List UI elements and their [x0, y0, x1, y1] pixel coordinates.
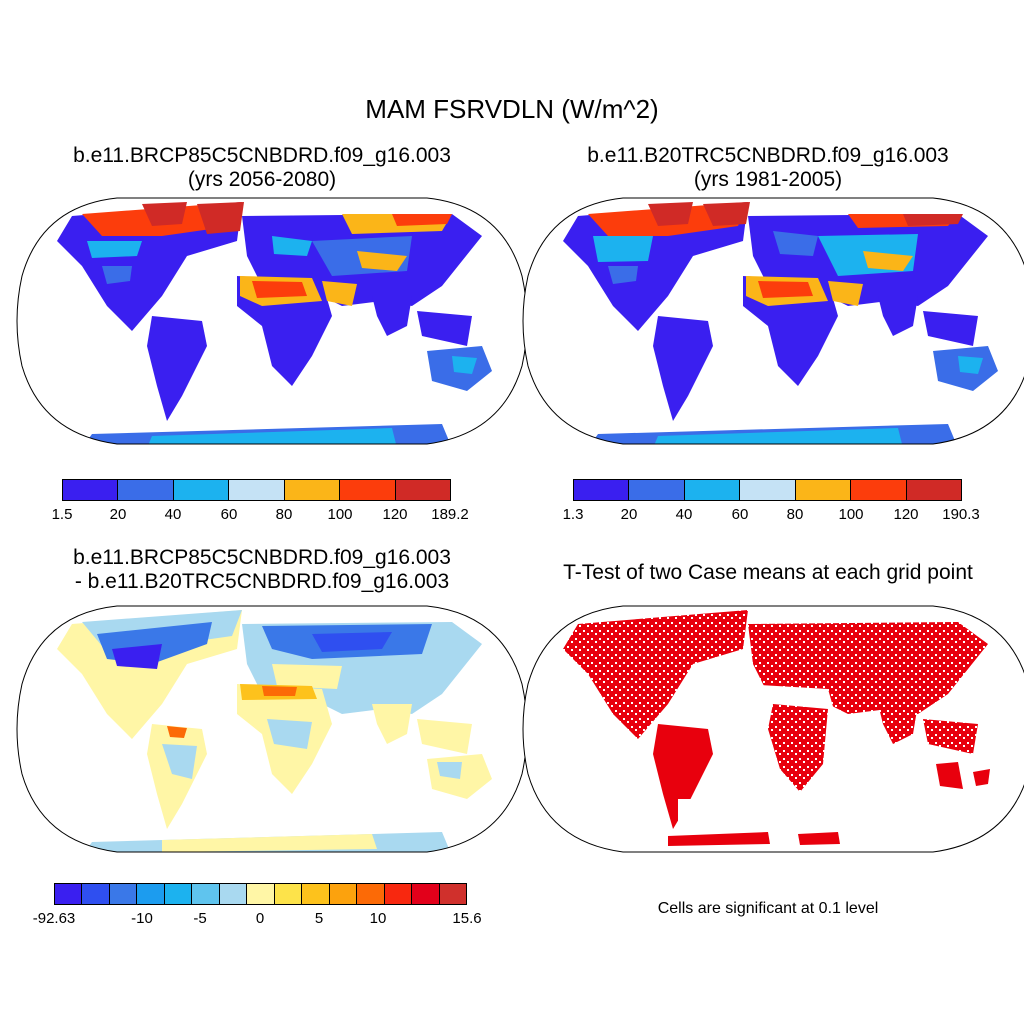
colorbar-swatch: [629, 480, 685, 500]
panel-title-line1: b.e11.B20TRC5CNBDRD.f09_g16.003: [587, 144, 949, 167]
colorbar-tick: 120: [893, 506, 919, 523]
colorbar-swatch: [302, 884, 330, 904]
colorbar-tick: 5: [314, 910, 324, 927]
colorbar-tick: 1.3: [562, 506, 584, 523]
colorbar-tick: 40: [675, 506, 693, 523]
colorbar-swatch: [109, 884, 138, 904]
colorbar-swatch: [851, 480, 907, 500]
colorbar-tick: -92.63: [32, 910, 76, 927]
colorbar-tick: 0: [255, 910, 265, 927]
colorbar-swatch: [384, 884, 413, 904]
figure-title: MAM FSRVDLN (W/m^2): [365, 94, 659, 124]
colorbar-tick: 190.3: [942, 506, 980, 523]
colorbar-tick: 100: [838, 506, 864, 523]
colorbar-bottom-left: [54, 883, 467, 905]
colorbar-tick: 1.5: [51, 506, 73, 523]
colorbar-swatch: [192, 884, 220, 904]
colorbar-swatch: [173, 480, 230, 500]
panel-title-line1: b.e11.BRCP85C5CNBDRD.f09_g16.003: [73, 546, 451, 569]
colorbar-swatch: [274, 884, 303, 904]
colorbar-tick: 15.6: [452, 910, 482, 927]
panel-title-top-left: b.e11.BRCP85C5CNBDRD.f09_g16.003 (yrs 20…: [12, 144, 512, 192]
colorbar-tick: 80: [275, 506, 293, 523]
colorbar-swatch: [906, 480, 961, 500]
colorbar-swatch: [684, 480, 741, 500]
colorbar-swatch: [740, 480, 796, 500]
map-bottom-left: [16, 605, 528, 853]
colorbar-tick: 10: [369, 910, 387, 927]
colorbar-swatch: [55, 884, 83, 904]
panel-title-top-right: b.e11.B20TRC5CNBDRD.f09_g16.003 (yrs 198…: [518, 144, 1018, 192]
colorbar-tick: -5: [193, 910, 207, 927]
colorbar-swatch: [439, 884, 467, 904]
panel-title-bottom-right: T-Test of two Case means at each grid po…: [563, 561, 973, 584]
colorbar-swatch: [340, 480, 396, 500]
panel-title-bottom-left: b.e11.BRCP85C5CNBDRD.f09_g16.003 - b.e11…: [12, 546, 512, 594]
colorbar-swatch: [412, 884, 440, 904]
colorbar-tick: 60: [220, 506, 238, 523]
colorbar-swatch: [329, 884, 358, 904]
map-top-left: [16, 197, 528, 445]
colorbar-swatch: [164, 884, 193, 904]
colorbar-tick: 100: [327, 506, 353, 523]
colorbar-tick: 60: [731, 506, 749, 523]
colorbar-swatch: [229, 480, 285, 500]
colorbar-tick: 20: [620, 506, 638, 523]
colorbar-swatch: [574, 480, 630, 500]
colorbar-swatch: [795, 480, 852, 500]
colorbar-swatch: [63, 480, 119, 500]
map-top-right: [522, 197, 1024, 445]
colorbar-swatch: [219, 884, 248, 904]
colorbar-tick: 80: [786, 506, 804, 523]
panel-title-line2: - b.e11.B20TRC5CNBDRD.f09_g16.003: [74, 570, 450, 593]
colorbar-swatch: [284, 480, 341, 500]
colorbar-tick: 120: [382, 506, 408, 523]
colorbar-top-right: [573, 479, 962, 501]
significance-note: Cells are significant at 0.1 level: [657, 900, 879, 917]
colorbar-swatch: [118, 480, 174, 500]
colorbar-swatch: [395, 480, 450, 500]
colorbar-swatch: [247, 884, 275, 904]
colorbar-tick: -10: [131, 910, 153, 927]
colorbar-swatch: [357, 884, 385, 904]
colorbar-swatch: [137, 884, 165, 904]
panel-title-line1: b.e11.BRCP85C5CNBDRD.f09_g16.003: [73, 144, 451, 167]
map-bottom-right: [522, 605, 1024, 853]
colorbar-swatch: [82, 884, 110, 904]
colorbar-tick: 40: [164, 506, 182, 523]
colorbar-tick: 189.2: [431, 506, 469, 523]
colorbar-top-left: [62, 479, 451, 501]
colorbar-tick: 20: [109, 506, 127, 523]
panel-title-line2: (yrs 1981-2005): [693, 168, 843, 191]
panel-title-line2: (yrs 2056-2080): [187, 168, 337, 191]
